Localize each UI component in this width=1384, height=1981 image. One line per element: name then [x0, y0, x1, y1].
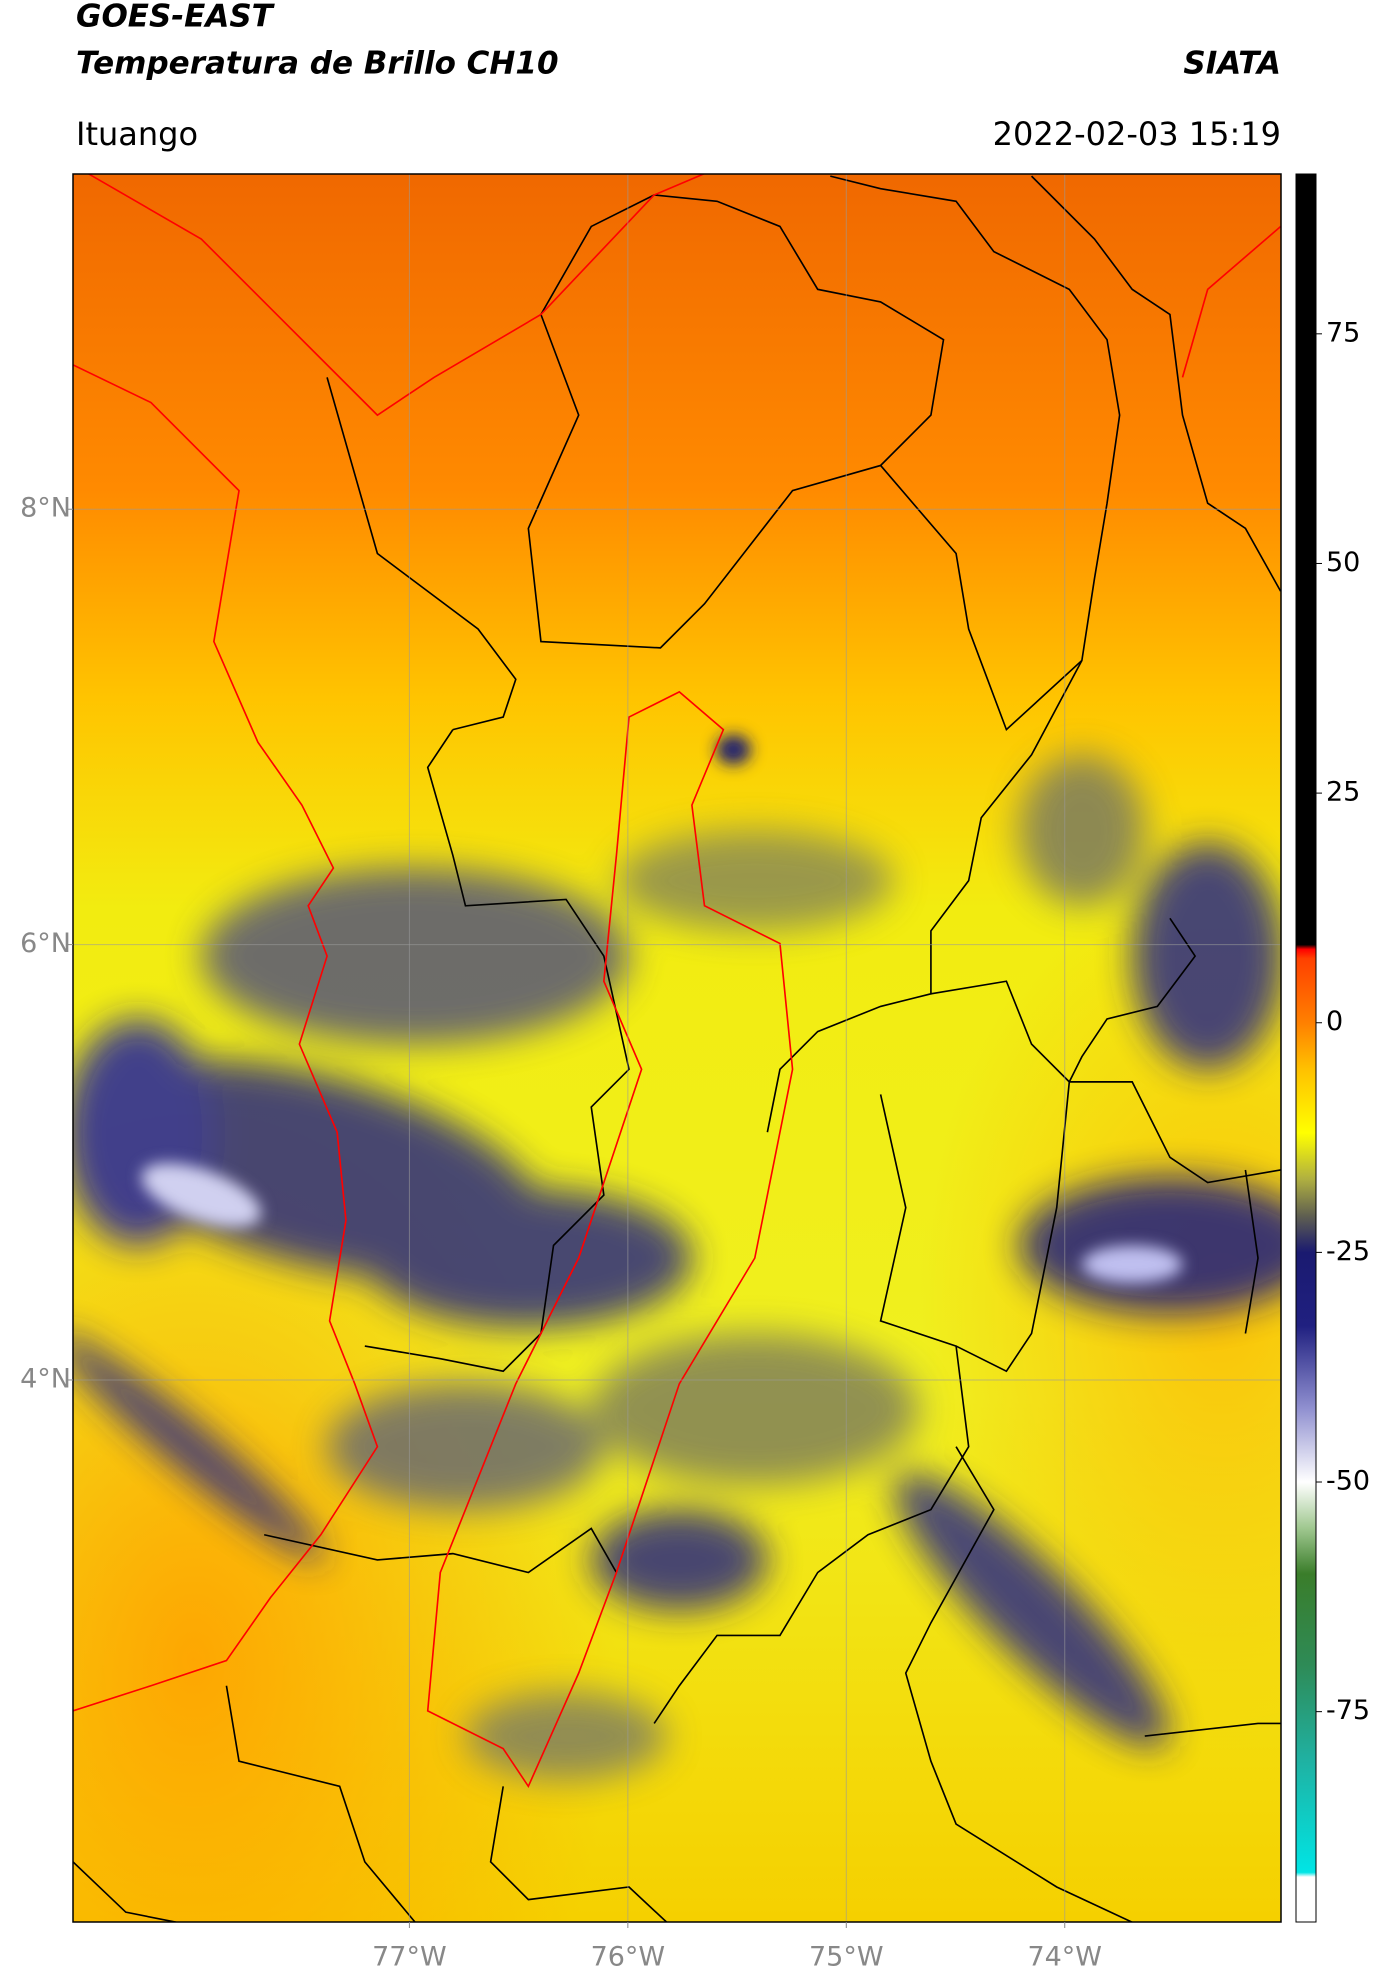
grid — [73, 174, 1281, 1922]
subtitle: Temperatura de Brillo CH10 — [76, 46, 559, 82]
brand: SIATA — [1183, 46, 1281, 82]
colorbar-tick-label: 0 — [1326, 1006, 1343, 1037]
x-tick-label: 76°W — [591, 1942, 666, 1973]
colorbar — [1295, 173, 1317, 1923]
colorbar-tick-label: -25 — [1326, 1236, 1370, 1267]
colorbar-tick-label: 25 — [1326, 777, 1360, 808]
x-tick-label: 75°W — [809, 1942, 884, 1973]
map-image — [73, 174, 1281, 1922]
map-frame — [72, 173, 1282, 1923]
title: GOES-EAST — [76, 0, 276, 35]
colorbar-tick-label: 75 — [1326, 317, 1360, 348]
y-tick-label: 4°N — [20, 1363, 71, 1394]
location: Ituango — [76, 115, 198, 153]
y-tick-label: 8°N — [20, 493, 71, 524]
colorbar-tick-label: -50 — [1326, 1466, 1370, 1497]
x-tick-label: 74°W — [1027, 1942, 1102, 1973]
colorbar-tick-label: -75 — [1326, 1695, 1370, 1726]
y-tick-label: 6°N — [20, 928, 71, 959]
x-tick-label: 77°W — [372, 1942, 447, 1973]
colorbar-tick-label: 50 — [1326, 547, 1360, 578]
datetime: 2022-02-03 15:19 — [993, 115, 1281, 153]
